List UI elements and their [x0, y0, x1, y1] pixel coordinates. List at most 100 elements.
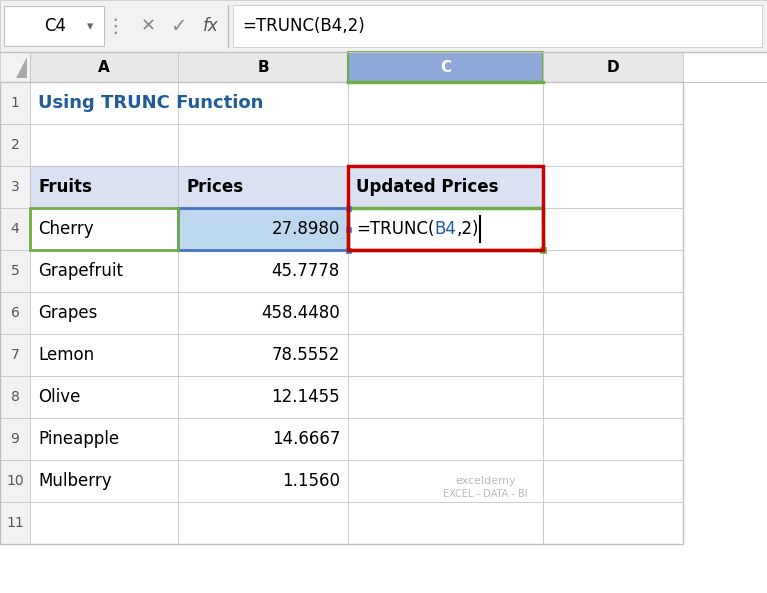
- Bar: [348, 292, 543, 334]
- Text: Prices: Prices: [186, 178, 243, 196]
- Bar: [178, 82, 348, 124]
- Text: C4: C4: [44, 17, 66, 35]
- Bar: [30, 208, 178, 250]
- Bar: [30, 250, 178, 292]
- Bar: [543, 376, 683, 418]
- Bar: [4, 6, 104, 46]
- Bar: [348, 502, 543, 544]
- Bar: [30, 52, 178, 82]
- Bar: [178, 334, 348, 376]
- Bar: [348, 376, 543, 418]
- Text: 12.1455: 12.1455: [272, 388, 340, 406]
- Bar: [178, 502, 348, 544]
- Bar: [0, 418, 30, 460]
- Text: 14.6667: 14.6667: [272, 430, 340, 448]
- Bar: [0, 124, 30, 166]
- Text: ✕: ✕: [140, 17, 156, 35]
- Bar: [0, 502, 30, 544]
- Bar: [346, 248, 351, 253]
- Bar: [348, 418, 543, 460]
- Text: 458.4480: 458.4480: [262, 304, 340, 322]
- Text: 10: 10: [6, 474, 24, 488]
- Bar: [178, 376, 348, 418]
- Bar: [178, 166, 348, 208]
- Bar: [178, 460, 348, 502]
- Text: 1.1560: 1.1560: [282, 472, 340, 490]
- Text: 27.8980: 27.8980: [272, 220, 340, 238]
- Bar: [348, 460, 543, 502]
- Text: 5: 5: [11, 264, 19, 278]
- Bar: [0, 334, 30, 376]
- Text: 9: 9: [11, 432, 19, 446]
- Bar: [346, 227, 351, 232]
- Text: 7: 7: [11, 348, 19, 362]
- Bar: [178, 292, 348, 334]
- Bar: [30, 124, 178, 166]
- Text: Olive: Olive: [38, 388, 81, 406]
- Bar: [348, 166, 543, 250]
- Bar: [543, 52, 683, 82]
- Bar: [30, 418, 178, 460]
- Text: B4: B4: [434, 220, 456, 238]
- Polygon shape: [16, 57, 27, 78]
- Bar: [543, 460, 683, 502]
- Bar: [178, 208, 348, 250]
- Bar: [543, 334, 683, 376]
- Text: =TRUNC(B4,2): =TRUNC(B4,2): [242, 17, 365, 35]
- Bar: [0, 82, 683, 544]
- Text: Fruits: Fruits: [38, 178, 92, 196]
- Text: Updated Prices: Updated Prices: [356, 178, 499, 196]
- Text: Mulberry: Mulberry: [38, 472, 112, 490]
- Bar: [540, 247, 546, 253]
- Bar: [178, 208, 348, 250]
- Text: B: B: [257, 59, 268, 75]
- Bar: [543, 208, 683, 250]
- Bar: [0, 82, 30, 124]
- Bar: [543, 292, 683, 334]
- Text: 1: 1: [11, 96, 19, 110]
- Text: Using TRUNC Function: Using TRUNC Function: [38, 94, 263, 112]
- Bar: [0, 208, 30, 250]
- Bar: [543, 502, 683, 544]
- Text: 2: 2: [11, 138, 19, 152]
- Bar: [543, 418, 683, 460]
- Bar: [0, 52, 30, 82]
- Text: 3: 3: [11, 180, 19, 194]
- Text: C: C: [440, 59, 451, 75]
- Text: ✓: ✓: [170, 17, 186, 36]
- Bar: [543, 166, 683, 208]
- Bar: [348, 208, 543, 250]
- Text: Pineapple: Pineapple: [38, 430, 119, 448]
- Bar: [0, 250, 30, 292]
- Bar: [0, 460, 30, 502]
- Bar: [348, 250, 543, 292]
- Bar: [0, 376, 30, 418]
- Bar: [30, 82, 178, 124]
- Bar: [178, 124, 348, 166]
- Text: exceldemy: exceldemy: [455, 476, 516, 486]
- Bar: [543, 250, 683, 292]
- Bar: [346, 206, 351, 211]
- Bar: [30, 502, 178, 544]
- Text: EXCEL - DATA - BI: EXCEL - DATA - BI: [443, 489, 528, 499]
- Bar: [543, 82, 683, 124]
- Bar: [0, 166, 30, 208]
- Bar: [30, 208, 178, 250]
- Text: D: D: [607, 59, 619, 75]
- Bar: [0, 0, 767, 52]
- Bar: [178, 52, 348, 82]
- Bar: [348, 52, 543, 82]
- Bar: [178, 418, 348, 460]
- Text: Cherry: Cherry: [38, 220, 94, 238]
- Bar: [30, 334, 178, 376]
- Bar: [348, 334, 543, 376]
- Text: ▾: ▾: [87, 21, 93, 33]
- Text: 78.5552: 78.5552: [272, 346, 340, 364]
- Bar: [30, 460, 178, 502]
- Text: 4: 4: [11, 222, 19, 236]
- Bar: [0, 292, 30, 334]
- Text: 8: 8: [11, 390, 19, 404]
- Text: 11: 11: [6, 516, 24, 530]
- Bar: [348, 82, 543, 124]
- Text: ,2): ,2): [456, 220, 479, 238]
